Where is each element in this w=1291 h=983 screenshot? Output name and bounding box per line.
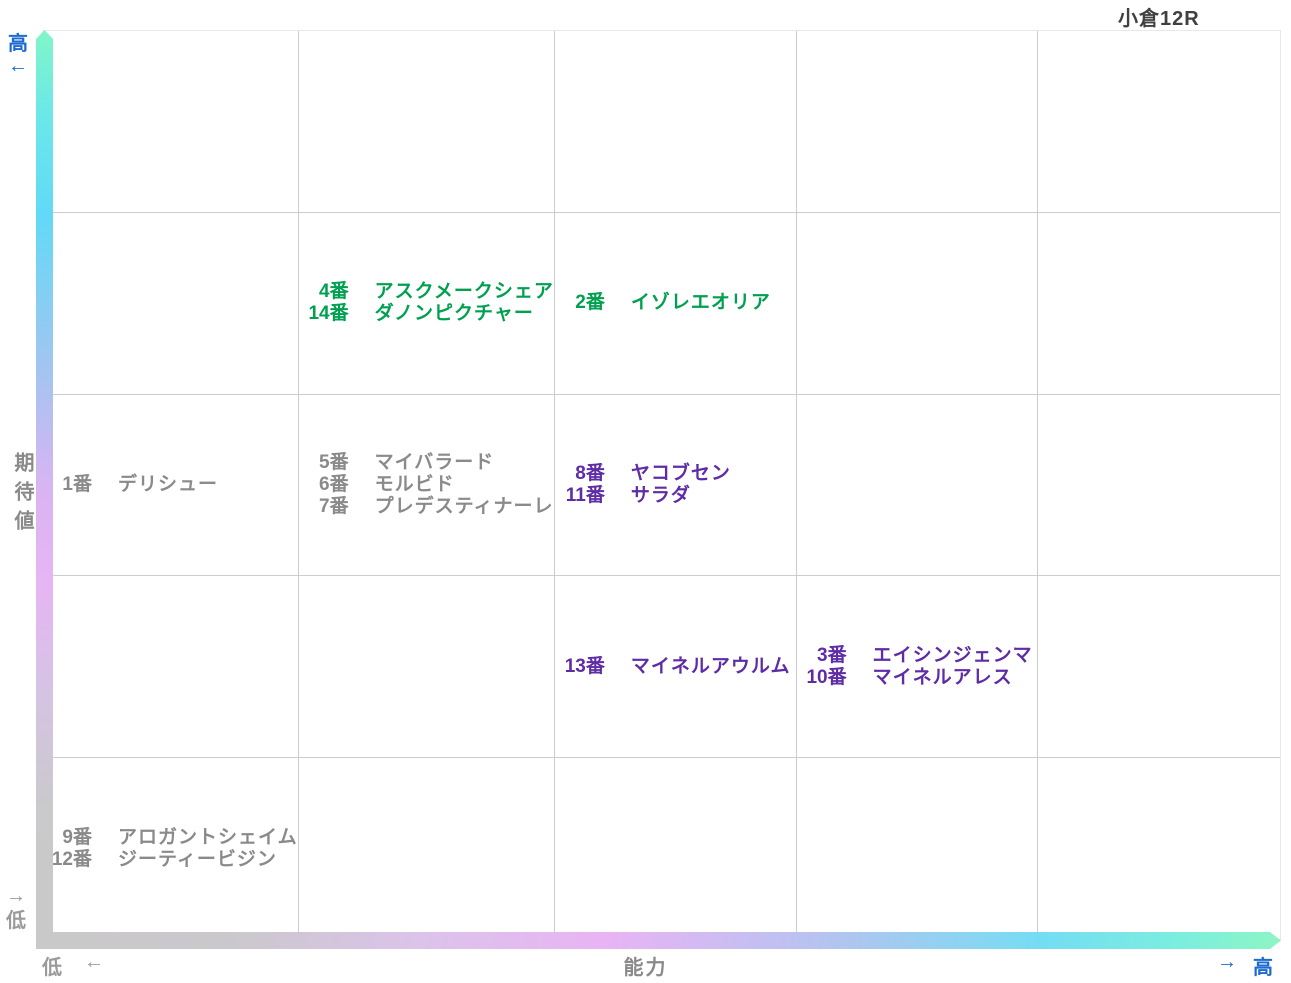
horse-name: ジーティービジン — [118, 848, 277, 870]
horse-group: 9番 アロガントシェイム 12番 ジーティービジン — [46, 827, 298, 871]
x-axis-high-arrow-icon: → — [1217, 951, 1237, 973]
x-axis-low-label: 低 — [42, 957, 62, 979]
grid-cell: 9番 アロガントシェイム 12番 ジーティービジン — [42, 758, 299, 940]
grid-cell — [554, 31, 797, 213]
grid-cell — [42, 576, 299, 759]
x-axis-low-arrow-icon: ← — [84, 951, 104, 973]
y-axis-gradient-bar — [36, 30, 53, 948]
grid-cell — [42, 212, 299, 395]
y-axis-low-end: → 低 — [6, 884, 26, 934]
grid-cell: 3番 エイシンジェンマ 10番 マイネルアレス — [796, 576, 1039, 759]
horse-entry: 8番 ヤコブセン — [559, 463, 796, 485]
horse-group: 5番 マイバラード 6番 モルビド 7番 プレデスティナーレ — [303, 452, 554, 518]
horse-number: 3番 — [817, 644, 847, 666]
grid-cell: 2番 イゾレエオリア — [554, 212, 797, 395]
horse-entry: 4番 アスクメークシェア — [303, 281, 554, 303]
horse-number: 5番 — [319, 451, 349, 473]
x-axis-title: 能力 — [623, 957, 668, 979]
x-axis-low-end: 低 ← — [42, 951, 104, 980]
horse-name: マイネルアレス — [872, 666, 1013, 688]
y-axis-high-label: 高 — [8, 33, 28, 55]
grid-cell — [1038, 576, 1280, 759]
grid-cell: 4番 アスクメークシェア 14番 ダノンピクチャー — [298, 212, 555, 395]
y-axis-high-end: 高 ← — [8, 33, 28, 77]
horse-number: 14番 — [308, 303, 349, 325]
horse-number: 13番 — [564, 655, 605, 677]
grid-cell — [1038, 758, 1280, 940]
horse-entry: 13番 マイネルアウルム — [559, 656, 796, 678]
race-title: 小倉12R — [1118, 8, 1200, 30]
grid-cell — [1038, 395, 1280, 577]
horse-name: モルビド — [374, 473, 455, 495]
horse-entry: 2番 イゾレエオリア — [559, 292, 796, 314]
grid-cell: 8番 ヤコブセン 11番 サラダ — [554, 394, 797, 577]
horse-name: マイネルアウルム — [630, 655, 791, 677]
grid-cell — [796, 394, 1039, 577]
horse-number: 12番 — [51, 848, 92, 870]
horse-group: 2番 イゾレエオリア — [559, 292, 796, 314]
horse-number: 1番 — [62, 473, 92, 495]
horse-name: アスクメークシェア — [374, 281, 554, 303]
horse-entry: 7番 プレデスティナーレ — [303, 496, 554, 518]
horse-group: 1番 デリシュー — [46, 474, 298, 496]
horse-number: 9番 — [62, 826, 92, 848]
horse-name: エイシンジェンマ — [872, 644, 1033, 666]
horse-entry: 9番 アロガントシェイム — [46, 827, 298, 849]
y-axis-low-arrow-icon: → — [6, 885, 26, 907]
grid-cell — [796, 212, 1039, 395]
horse-entry: 14番 ダノンピクチャー — [303, 303, 554, 325]
horse-name: アロガントシェイム — [118, 826, 298, 848]
grid-cell: 13番 マイネルアウルム — [554, 576, 797, 759]
grid-cell — [42, 31, 299, 213]
horse-entry: 12番 ジーティービジン — [46, 849, 298, 871]
horse-number: 10番 — [806, 666, 847, 688]
horse-number: 7番 — [319, 495, 349, 517]
horse-group: 3番 エイシンジェンマ 10番 マイネルアレス — [801, 645, 1038, 689]
grid-area: 4番 アスクメークシェア 14番 ダノンピクチャー 2番 イゾレエオリア 1番 デリシュー 5番… — [42, 30, 1281, 940]
horse-name: マイバラード — [374, 451, 495, 473]
grid-cell — [796, 758, 1039, 940]
horse-entry: 6番 モルビド — [303, 474, 554, 496]
y-axis-high-arrow-icon: ← — [8, 55, 28, 77]
horse-name: ダノンピクチャー — [374, 303, 534, 325]
horse-entry: 5番 マイバラード — [303, 452, 554, 474]
horse-group: 8番 ヤコブセン 11番 サラダ — [559, 463, 796, 507]
grid-cell — [1038, 213, 1280, 395]
horse-name: デリシュー — [118, 473, 219, 495]
grid-cell — [298, 31, 555, 213]
grid-cell — [554, 758, 797, 940]
horse-number: 8番 — [575, 462, 605, 484]
x-axis-high-label: 高 — [1253, 957, 1273, 979]
grid-cell — [298, 576, 555, 759]
grid-cell: 5番 マイバラード 6番 モルビド 7番 プレデスティナーレ — [298, 394, 555, 577]
horse-name: プレデスティナーレ — [374, 495, 554, 517]
grid-cell: 1番 デリシュー — [42, 394, 299, 577]
x-axis-high-end: → 高 — [1217, 951, 1273, 980]
grid-cell — [1038, 31, 1280, 213]
horse-group: 13番 マイネルアウルム — [559, 656, 796, 678]
horse-number: 6番 — [319, 473, 349, 495]
horse-name: ヤコブセン — [630, 462, 731, 484]
horse-number: 11番 — [565, 484, 605, 506]
horse-name: イゾレエオリア — [630, 292, 771, 314]
horse-entry: 10番 マイネルアレス — [801, 667, 1038, 689]
y-axis-title: 期待値 — [11, 452, 33, 539]
horse-number: 2番 — [575, 292, 605, 314]
horse-number: 4番 — [319, 281, 349, 303]
horse-name: サラダ — [630, 484, 691, 506]
horse-entry: 1番 デリシュー — [46, 474, 298, 496]
grid-cell — [796, 31, 1039, 213]
horse-group: 4番 アスクメークシェア 14番 ダノンピクチャー — [303, 281, 554, 325]
horse-entry: 11番 サラダ — [559, 485, 796, 507]
x-axis-gradient-bar — [36, 932, 1281, 949]
grid-cell — [298, 758, 555, 940]
horse-entry: 3番 エイシンジェンマ — [801, 645, 1038, 667]
y-axis-low-label: 低 — [6, 910, 26, 932]
